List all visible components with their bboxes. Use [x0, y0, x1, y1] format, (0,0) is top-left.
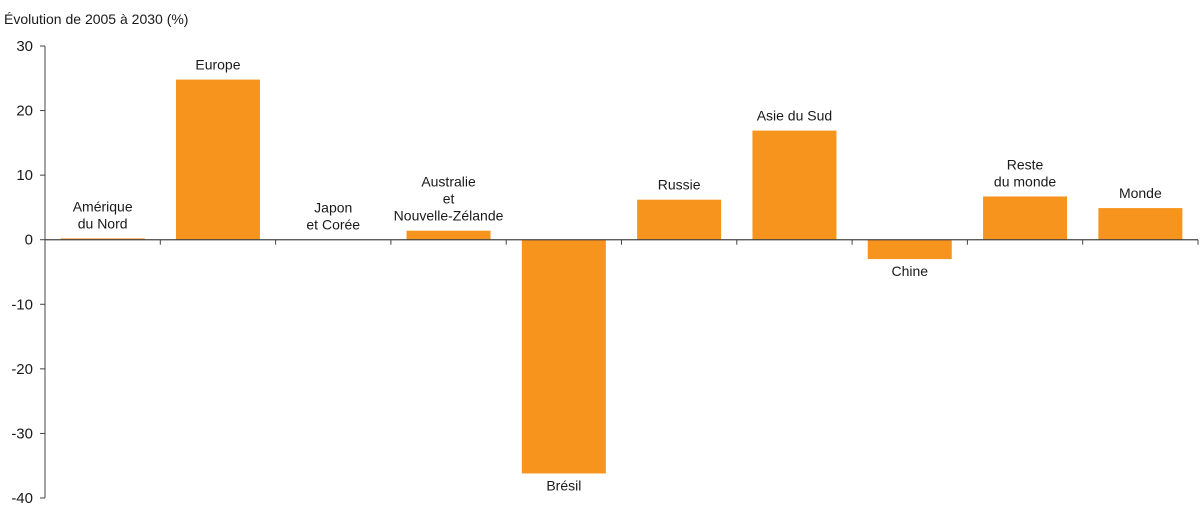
bar-category-label-line: Reste	[1007, 156, 1044, 172]
bar-category-label: Reste du monde	[994, 156, 1056, 189]
bar-category-label-line: et Corée	[306, 217, 360, 233]
bar-category-label-line: Europe	[195, 57, 240, 73]
y-axis-ticks: 30 20 10 0 -10 -20 -30 -40	[11, 38, 45, 506]
bar-labels: Amérique du Nord Europe Japon et Corée Austra…	[73, 57, 1162, 494]
bar-category-label-line: Amérique	[73, 198, 133, 214]
bar-category-label-line: du Nord	[78, 215, 128, 231]
bar-category-label: Europe	[195, 57, 240, 73]
bar	[867, 239, 952, 260]
bar-category-label-line: Japon	[314, 200, 352, 216]
bar	[637, 199, 722, 240]
category-ticks	[159, 239, 1199, 245]
bar	[175, 79, 260, 240]
bars	[60, 79, 1183, 474]
bar	[752, 130, 837, 240]
bar-category-label: Brésil	[546, 477, 581, 493]
y-axis-title: Évolution de 2005 à 2030 (%)	[4, 11, 188, 27]
bar	[983, 196, 1068, 240]
bar-category-label-line: Australie	[421, 174, 476, 190]
bar-category-label: Asie du Sud	[757, 108, 833, 124]
bar-category-label-line: Russie	[658, 177, 701, 193]
bar	[406, 230, 491, 240]
y-tick-label: -20	[11, 361, 33, 378]
bar-category-label: Japon et Corée	[306, 200, 360, 233]
y-tick-label: -40	[11, 490, 33, 506]
bar-category-label: Monde	[1119, 185, 1162, 201]
y-tick-label: 10	[16, 167, 33, 184]
bar-category-label-line: Monde	[1119, 185, 1162, 201]
bar-category-label-line: Chine	[891, 263, 928, 279]
bar-category-label: Amérique du Nord	[73, 198, 133, 231]
bar	[521, 239, 606, 474]
bar-category-label: Russie	[658, 177, 701, 193]
y-tick-label: 0	[25, 232, 33, 249]
bar-category-label-line: Nouvelle-Zélande	[394, 208, 504, 224]
bar-category-label: Australie et Nouvelle-Zélande	[394, 174, 504, 224]
bar-category-label-line: Brésil	[546, 477, 581, 493]
bar-category-label-line: du monde	[994, 173, 1056, 189]
y-tick-label: -30	[11, 425, 33, 442]
y-tick-label: -10	[11, 296, 33, 313]
bar-category-label: Chine	[891, 263, 928, 279]
bar	[1098, 208, 1183, 240]
y-tick-label: 20	[16, 103, 33, 120]
bar-category-label-line: Asie du Sud	[757, 108, 833, 124]
bar-category-label-line: et	[443, 191, 455, 207]
y-tick-label: 30	[16, 38, 33, 55]
